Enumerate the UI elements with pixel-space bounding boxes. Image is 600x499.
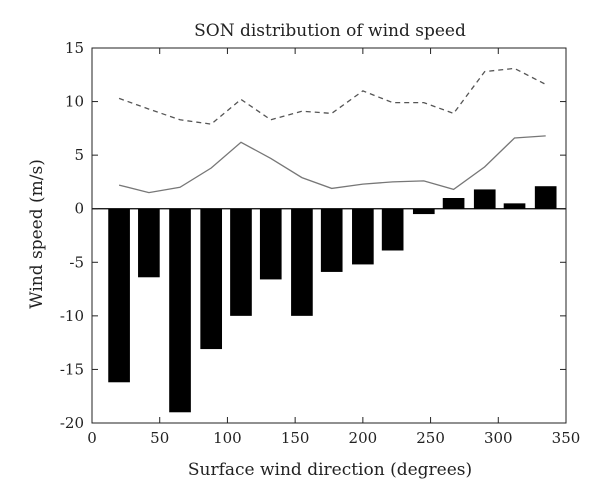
x-tick-label: 350 bbox=[552, 429, 581, 447]
bar bbox=[138, 208, 160, 278]
bar bbox=[534, 186, 557, 209]
x-tick-label: 250 bbox=[416, 429, 445, 447]
bar bbox=[108, 208, 130, 383]
bar bbox=[503, 203, 526, 209]
x-axis-title: Surface wind direction (degrees) bbox=[188, 460, 472, 480]
bar bbox=[291, 208, 313, 316]
bar bbox=[200, 208, 223, 350]
bar bbox=[442, 198, 465, 209]
bar bbox=[473, 189, 496, 209]
x-tick-label: 100 bbox=[213, 429, 242, 447]
y-tick-label: 10 bbox=[65, 93, 84, 111]
y-tick-label: -10 bbox=[60, 307, 84, 325]
y-tick-label: 15 bbox=[65, 39, 84, 57]
plot-frame bbox=[91, 47, 567, 424]
x-tick-label: 0 bbox=[87, 429, 97, 447]
x-tick-label: 150 bbox=[281, 429, 310, 447]
y-tick-label: -15 bbox=[60, 360, 84, 378]
bar bbox=[320, 208, 343, 272]
bar bbox=[259, 208, 282, 280]
plot-area bbox=[92, 67, 566, 413]
solid-series-line bbox=[118, 135, 546, 194]
x-tick-label: 50 bbox=[150, 429, 169, 447]
y-tick-label: -20 bbox=[60, 414, 84, 432]
y-axis-title: Wind speed (m/s) bbox=[27, 159, 47, 309]
chart-title: SON distribution of wind speed bbox=[194, 21, 466, 41]
bar bbox=[230, 208, 252, 316]
y-tick-label: 0 bbox=[74, 200, 84, 218]
axes: 0 50 100 150 200 250 300 350 -20 -15 -10 -5 0 5 10 15 bbox=[60, 39, 580, 447]
bar bbox=[412, 208, 435, 215]
dashed-series-line bbox=[118, 67, 546, 125]
y-tick-label: 5 bbox=[74, 146, 84, 164]
bar bbox=[169, 208, 191, 413]
bar bbox=[352, 208, 374, 265]
bar bbox=[381, 208, 404, 251]
x-tick-label: 300 bbox=[484, 429, 513, 447]
x-tick-label: 200 bbox=[349, 429, 378, 447]
y-tick-label: -5 bbox=[69, 253, 84, 271]
